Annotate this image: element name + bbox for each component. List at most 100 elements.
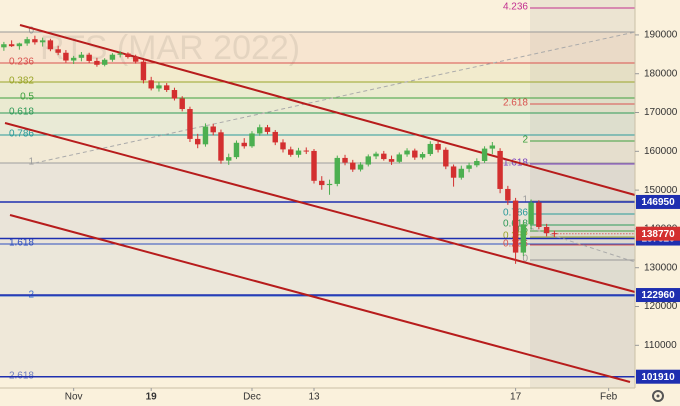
candle-body (295, 150, 302, 155)
candle-body (303, 150, 309, 152)
channel-line (9, 214, 631, 383)
candle-body (117, 53, 123, 55)
candle-body (179, 98, 185, 110)
candle-body (319, 180, 325, 186)
candle-body (528, 202, 534, 225)
candle-body (8, 44, 15, 47)
y-tick-label: 180000 (644, 68, 678, 79)
last-price-tag (636, 226, 680, 241)
candle-body (350, 162, 356, 170)
trend-dashed (529, 227, 636, 263)
fib-label: 1.618 (503, 158, 528, 169)
candle-body (55, 49, 61, 53)
fib-label: 0.382 (9, 76, 34, 87)
candle-body (226, 157, 232, 161)
fib-label: 0.786 (9, 129, 34, 140)
watermark: RTS (MAR 2022) (40, 29, 300, 67)
candle-body (163, 85, 170, 91)
candle-body (326, 183, 333, 186)
candle-body (39, 40, 46, 43)
candle-body (288, 149, 294, 155)
candle-body (202, 126, 209, 145)
candle-body (435, 143, 441, 150)
candle-body (109, 54, 116, 60)
candle-body (63, 52, 69, 61)
price-tag-label: 146950 (641, 197, 675, 208)
x-tick-label: 19 (146, 392, 158, 403)
candle-body (497, 150, 503, 189)
price-tag-label: 122960 (641, 290, 675, 301)
x-tick-label: 13 (308, 392, 320, 403)
price-tag-label: 101910 (641, 372, 675, 383)
x-tick-label: Nov (65, 392, 83, 403)
fib-band (0, 112, 635, 135)
last-price-label: 138770 (641, 229, 675, 240)
x-axis (0, 388, 635, 406)
candle-body (70, 57, 77, 61)
candle-body (156, 85, 162, 89)
gear-center[interactable] (656, 394, 660, 398)
candle-body (404, 150, 410, 155)
candle-body (443, 149, 449, 167)
x-tick-label: Dec (243, 392, 261, 403)
fib-label: 1 (28, 157, 34, 168)
candle-body (132, 57, 139, 62)
candle-body (86, 54, 92, 61)
channel-line (4, 122, 636, 293)
candle-body (171, 90, 178, 99)
candle-body (32, 39, 38, 43)
x-tick-label: 17 (510, 392, 522, 403)
right-zone (530, 0, 635, 388)
channel-line (19, 24, 636, 196)
fib-label: 2.618 (503, 98, 528, 109)
candle-body (357, 164, 364, 170)
candle-body (388, 159, 395, 162)
candle-body (187, 109, 193, 139)
candle-body (427, 143, 434, 155)
price-tag (636, 194, 680, 209)
fib-label: 0.236 (9, 57, 34, 68)
candle-body (381, 153, 387, 160)
fib-label: 0.618 (9, 107, 34, 118)
candle-body (241, 142, 247, 147)
candle-body (505, 188, 511, 201)
fib-label: 2 (522, 135, 528, 146)
price-tag (636, 288, 680, 303)
candle-body (419, 154, 426, 158)
candle-body (474, 161, 480, 166)
settings-icon[interactable] (652, 390, 664, 402)
candle-body (489, 145, 496, 149)
candle-body (512, 200, 519, 253)
fib-band (0, 98, 635, 113)
y-tick-label: 170000 (644, 107, 678, 118)
y-tick-label: 160000 (644, 146, 678, 157)
candle-body (249, 133, 255, 147)
candle-body (148, 80, 154, 89)
candle-body (47, 40, 54, 50)
candle-body (450, 166, 457, 178)
candle-body (272, 131, 278, 143)
candle-body (16, 43, 23, 47)
fib-band (0, 32, 635, 64)
y-tick-label: 150000 (644, 185, 678, 196)
price-tag (636, 369, 680, 384)
candle-body (218, 132, 224, 161)
candle-body (94, 60, 100, 65)
fib-label: 1.618 (9, 238, 34, 249)
candle-body (536, 202, 542, 227)
candle-body (311, 150, 317, 181)
candle-body (257, 127, 263, 134)
candle-body (78, 54, 85, 58)
candle-body (101, 59, 108, 65)
candle-body (458, 168, 465, 178)
candle-body (466, 165, 472, 169)
gear[interactable] (652, 390, 664, 402)
fib-band (0, 63, 635, 82)
candle-body (210, 126, 216, 133)
trend-dashed (34, 31, 636, 164)
candle-body (373, 153, 379, 157)
fib-label: 0 (522, 254, 528, 265)
candle-body (412, 150, 418, 158)
y-tick-label: 190000 (644, 30, 678, 41)
